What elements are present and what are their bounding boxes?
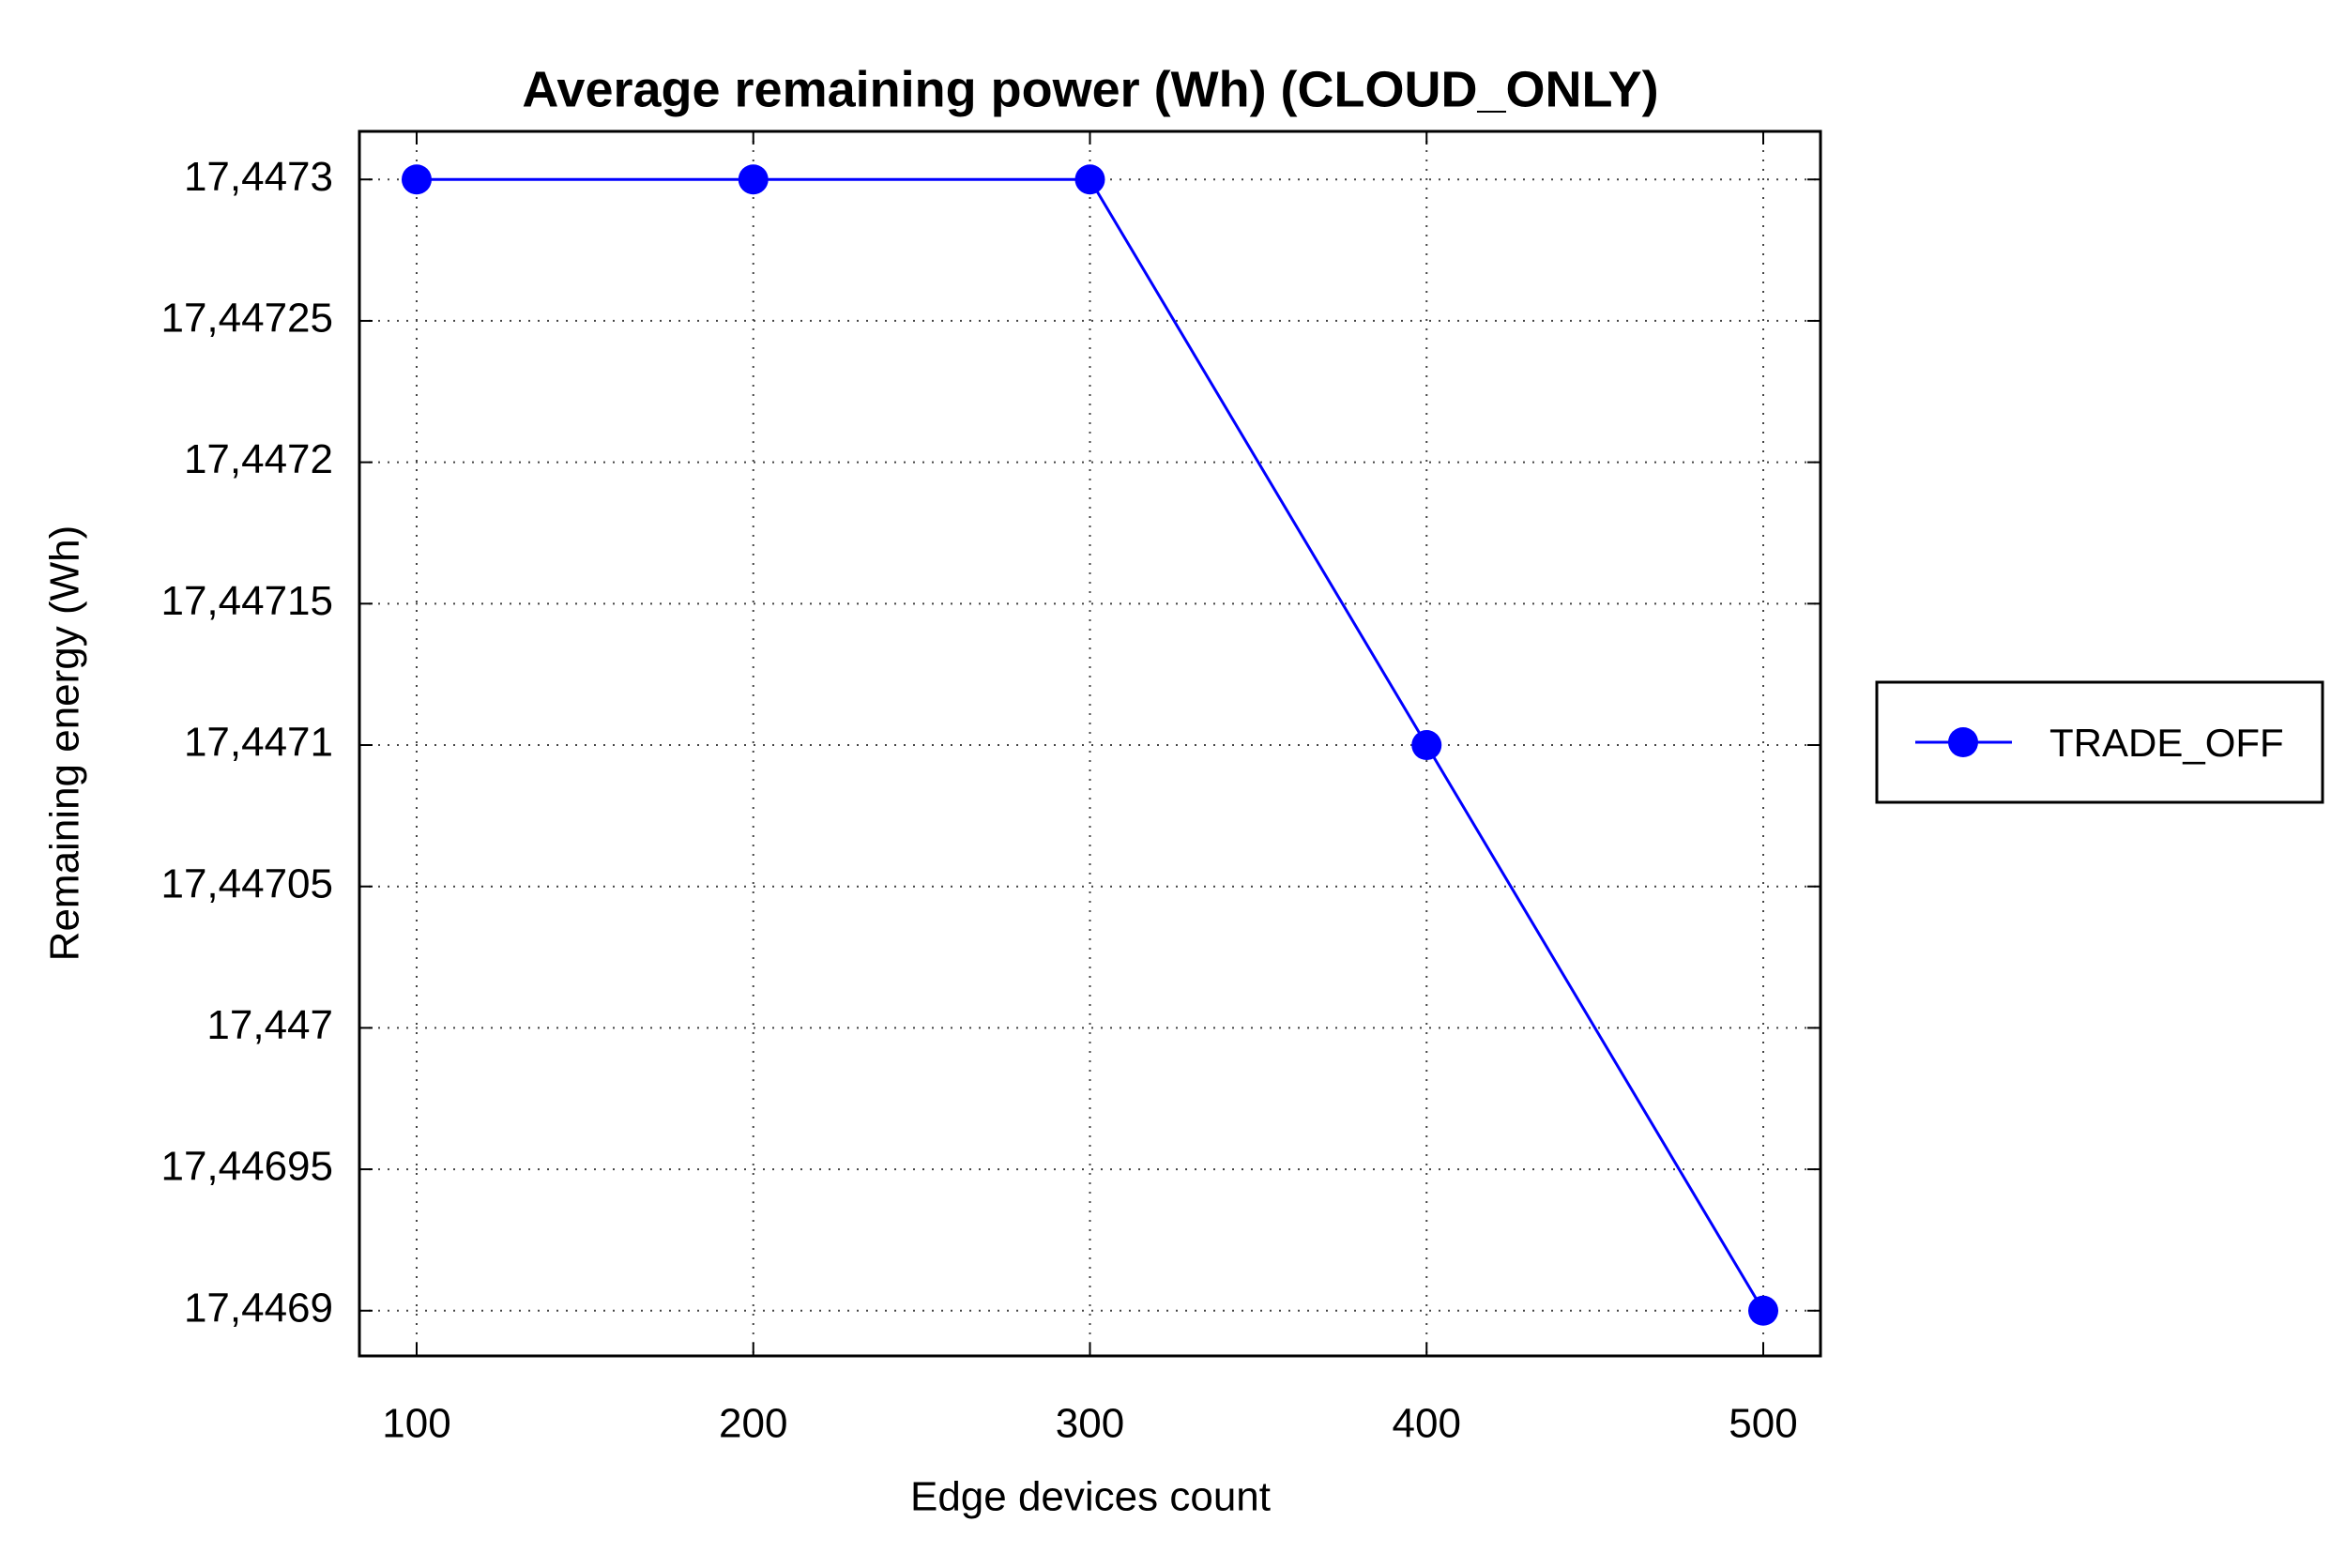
- y-tick-label: 17,44725: [160, 296, 333, 342]
- y-tick-label: 17,44695: [160, 1144, 333, 1190]
- data-point: [738, 164, 769, 195]
- legend-marker: [1948, 727, 1978, 757]
- data-point: [1748, 1295, 1779, 1326]
- y-tick-label: 17,4471: [184, 720, 333, 766]
- plot-frame: [358, 129, 1822, 1358]
- x-tick-label: 300: [1056, 1401, 1124, 1447]
- x-tick-label: 500: [1729, 1401, 1797, 1447]
- x-tick-label: 200: [719, 1401, 787, 1447]
- x-tick-label: 100: [382, 1401, 450, 1447]
- x-tick-label: 400: [1393, 1401, 1461, 1447]
- data-point: [401, 164, 432, 195]
- data-point: [1411, 730, 1442, 761]
- y-axis-label: Remaining energy (Wh): [42, 525, 88, 962]
- y-tick-label: 17,44705: [160, 860, 333, 906]
- x-axis-label: Edge devices count: [910, 1474, 1271, 1520]
- data-point: [1074, 164, 1105, 195]
- y-tick-label: 17,44715: [160, 578, 333, 624]
- y-tick-label: 17,447: [206, 1002, 333, 1048]
- y-tick-label: 17,4473: [184, 154, 333, 200]
- y-tick-label: 17,4472: [184, 436, 333, 482]
- chart-title: Average remaining power (Wh) (CLOUD_ONLY…: [522, 61, 1658, 117]
- legend-label: TRADE_OFF: [2049, 721, 2284, 765]
- y-tick-label: 17,4469: [184, 1285, 333, 1331]
